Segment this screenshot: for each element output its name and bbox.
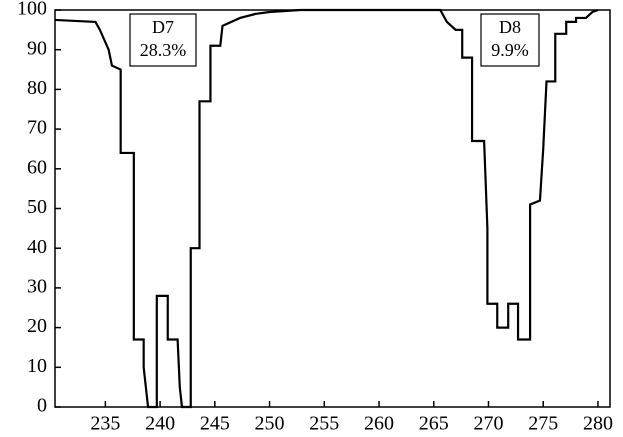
y-tick-label: 100 — [17, 0, 47, 20]
annotation-box — [480, 13, 540, 67]
annotation-box — [129, 13, 197, 67]
y-tick-label: 40 — [27, 236, 47, 258]
annotation-label: D7 — [152, 17, 174, 37]
x-tick-label: 240 — [145, 413, 175, 435]
y-tick-label: 30 — [27, 275, 47, 297]
x-tick-label: 255 — [309, 413, 339, 435]
y-tick-label: 80 — [27, 77, 47, 99]
annotation-percent: 9.9% — [491, 40, 529, 60]
y-tick-label: 20 — [27, 315, 47, 337]
x-tick-label: 265 — [419, 413, 449, 435]
x-tick-label: 245 — [200, 413, 230, 435]
x-tick-label: 280 — [583, 413, 613, 435]
y-tick-label: 90 — [27, 37, 47, 59]
y-tick-label: 70 — [27, 117, 47, 139]
annotation-label: D8 — [499, 17, 521, 37]
x-tick-label: 260 — [364, 413, 394, 435]
y-tick-label: 0 — [37, 395, 47, 417]
x-tick-label: 235 — [90, 413, 120, 435]
y-tick-label: 50 — [27, 196, 47, 218]
y-tick-label: 10 — [27, 355, 47, 377]
data-line — [54, 8, 599, 409]
y-tick-label: 60 — [27, 156, 47, 178]
x-tick-label: 275 — [528, 413, 558, 435]
x-tick-label: 250 — [255, 413, 285, 435]
plot-frame — [54, 9, 611, 408]
x-tick-label: 270 — [473, 413, 503, 435]
annotation-percent: 28.3% — [140, 40, 187, 60]
